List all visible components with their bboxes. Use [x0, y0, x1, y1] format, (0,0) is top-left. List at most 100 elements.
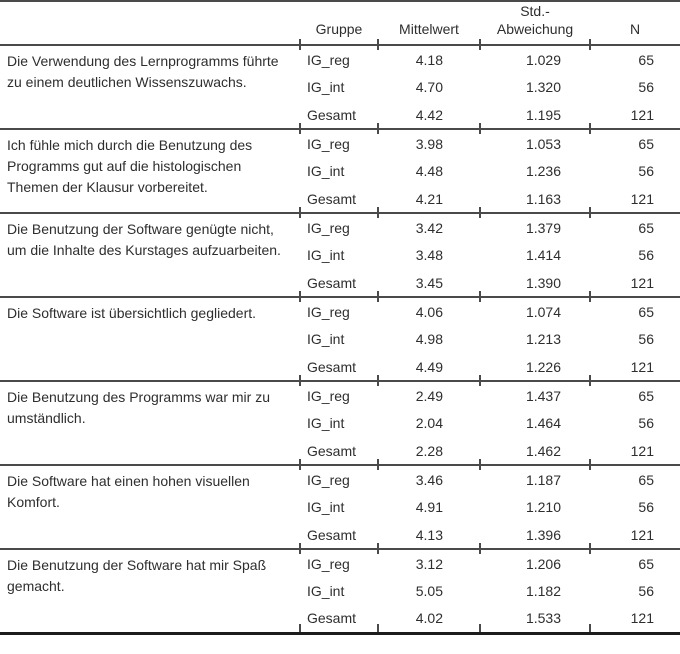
sd-value-cell: 1.462	[525, 442, 561, 459]
table-row: Die Software ist übersichtlich geglieder…	[0, 292, 680, 381]
mean-value-cell: 3.98	[377, 124, 480, 157]
mean-value-cell: 2.28	[415, 442, 443, 459]
sd-value-cell: 1.226	[525, 358, 561, 375]
n-value-cell: 56	[638, 247, 654, 263]
mean-value-cell: 2.04	[415, 415, 443, 431]
sd-value-cell: 1.053	[479, 124, 590, 157]
question-line: Die Software ist übersichtlich geglieder…	[7, 305, 257, 321]
mean-value-cell: 4.98	[415, 331, 443, 347]
table-row: Gesamt 4.21 1.163 121	[0, 185, 680, 213]
table-row: Gesamt 4.02 1.533 121	[0, 605, 680, 633]
sd-value-cell: 1.236	[525, 163, 561, 179]
group-label-cell: Gesamt	[307, 274, 357, 291]
table-row: IG_int 4.91 1.210 56	[0, 493, 680, 521]
table-row: IG_int 5.05 1.182 56	[0, 577, 680, 605]
group-label-cell: Gesamt	[299, 605, 378, 633]
sd-value-cell: 1.320	[525, 79, 561, 95]
mean-value-cell: 5.05	[415, 583, 443, 599]
sd-value-cell: 1.390	[525, 274, 561, 291]
n-value-cell: 56	[638, 583, 654, 599]
table-row: Gesamt 3.45 1.390 121	[0, 269, 680, 297]
sd-value-cell: 1.414	[525, 247, 561, 263]
mean-value-cell: 4.13	[415, 526, 443, 543]
mean-value-cell: 2.49	[377, 376, 480, 409]
sd-value-cell: 1.437	[479, 376, 590, 409]
mean-value-cell: 3.12	[377, 544, 480, 577]
mean-value-cell: 4.06	[377, 292, 480, 325]
n-value-cell: 121	[589, 605, 680, 633]
question-line: gemacht.	[7, 578, 65, 594]
table-row: Gesamt 2.28 1.462 121	[0, 437, 680, 465]
group-label-cell: IG_int	[307, 499, 345, 515]
n-value-cell: 65	[589, 292, 680, 325]
question-cell: Die Verwendung des Lernprogramms führte z…	[0, 44, 300, 129]
column-header-std-abweichung: Std.- Abweichung	[480, 1, 590, 45]
group-label-cell: IG_int	[307, 331, 345, 347]
question-cell: Die Software hat einen hohen visuellen Ko…	[0, 464, 300, 549]
mean-value-cell: 3.46	[377, 460, 480, 493]
mean-value-cell: 4.18	[377, 40, 480, 73]
group-label-cell: Gesamt	[307, 106, 357, 123]
mean-value-cell: 4.48	[415, 163, 443, 179]
table-row: IG_int 4.48 1.236 56	[0, 157, 680, 185]
mean-value-cell: 4.42	[415, 106, 443, 123]
column-header-gruppe: Gruppe	[315, 21, 363, 37]
question-line: Ich fühle mich durch die Benutzung des	[7, 137, 253, 153]
sd-value-cell: 1.187	[479, 460, 590, 493]
group-label-cell: IG_int	[307, 415, 345, 431]
group-label-cell: Gesamt	[307, 358, 357, 375]
column-header-mittelwert: Mittelwert	[399, 21, 459, 37]
group-label-cell: IG_int	[307, 583, 345, 599]
mean-value-cell: 4.91	[415, 499, 443, 515]
question-line: Komfort.	[7, 494, 60, 510]
table-row: Die Benutzung der Software hat mir Spaß g…	[0, 544, 680, 633]
question-line: umständlich.	[7, 410, 86, 426]
n-value-cell: 65	[589, 124, 680, 157]
mean-value-cell: 4.02	[377, 605, 480, 633]
mean-value-cell: 3.42	[377, 208, 480, 241]
group-label-cell: IG_reg	[299, 124, 378, 157]
n-value-cell: 56	[638, 331, 654, 347]
group-label-cell: IG_reg	[299, 460, 378, 493]
table-row: Die Verwendung des Lernprogramms führte z…	[0, 40, 680, 129]
question-cell: Ich fühle mich durch die Benutzung des Pr…	[0, 128, 300, 213]
sd-value-cell: 1.396	[525, 526, 561, 543]
group-label-cell: Gesamt	[307, 190, 357, 207]
sd-value-cell: 1.213	[525, 331, 561, 347]
group-label-cell: IG_reg	[299, 292, 378, 325]
question-cell: Die Benutzung der Software hat mir Spaß g…	[0, 548, 300, 633]
question-cell: Die Benutzung des Programms war mir zu um…	[0, 380, 300, 465]
n-value-cell: 56	[638, 163, 654, 179]
question-cell: Die Software ist übersichtlich geglieder…	[0, 296, 300, 381]
mean-value-cell: 4.21	[415, 190, 443, 207]
n-value-cell: 121	[630, 106, 654, 123]
sd-value-cell: 1.029	[479, 40, 590, 73]
n-value-cell: 56	[638, 499, 654, 515]
table-row: Gesamt 4.42 1.195 121	[0, 101, 680, 129]
n-value-cell: 56	[638, 415, 654, 431]
group-label-cell: IG_reg	[299, 208, 378, 241]
question-line: Die Verwendung des Lernprogramms führte	[7, 53, 279, 69]
n-value-cell: 65	[589, 376, 680, 409]
group-label-cell: IG_reg	[299, 40, 378, 73]
group-label-cell: IG_reg	[299, 376, 378, 409]
group-label-cell: Gesamt	[307, 526, 357, 543]
group-label-cell: IG_int	[307, 79, 345, 95]
n-value-cell: 65	[589, 460, 680, 493]
n-value-cell: 65	[589, 208, 680, 241]
descriptive-statistics-table: Gruppe Mittelwert Std.- Abweichung N Die…	[0, 0, 680, 635]
sd-value-cell: 1.074	[479, 292, 590, 325]
sd-value-cell: 1.379	[479, 208, 590, 241]
question-line: um die Inhalte des Kurstages aufzuarbeit…	[7, 242, 281, 258]
sd-value-cell: 1.464	[525, 415, 561, 431]
table-row: Die Benutzung der Software genügte nicht…	[0, 208, 680, 297]
mean-value-cell: 3.45	[415, 274, 443, 291]
column-header-n: N	[629, 21, 641, 37]
sd-value-cell: 1.210	[525, 499, 561, 515]
n-value-cell: 121	[630, 442, 654, 459]
group-label-cell: IG_reg	[299, 544, 378, 577]
table-row: Ich fühle mich durch die Benutzung des Pr…	[0, 124, 680, 213]
column-header-std-line1: Std.-	[520, 3, 550, 19]
n-value-cell: 56	[638, 79, 654, 95]
sd-value-cell: 1.182	[525, 583, 561, 599]
